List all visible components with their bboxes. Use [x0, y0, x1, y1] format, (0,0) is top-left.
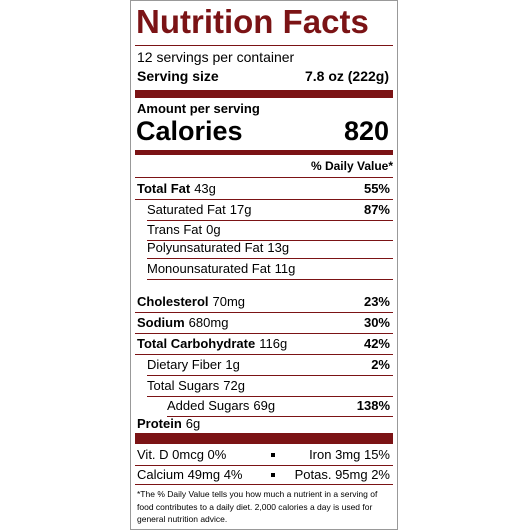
- nutrient-amount: 116g: [259, 336, 288, 351]
- daily-value-header: % Daily Value*: [310, 159, 393, 173]
- nutrient-name: Added Sugars: [167, 398, 250, 413]
- nutrient-row: Polyunsaturated Fat 13g: [135, 238, 393, 258]
- rule: [147, 396, 393, 397]
- calories-value: 820: [343, 116, 389, 146]
- nutrient-dv: 23%: [363, 294, 390, 309]
- nutrient-row: Total Carbohydrate 116g 42%: [135, 334, 393, 354]
- nutrient-amount: 72g: [223, 378, 245, 393]
- nutrition-label: Nutrition Facts 12 servings per containe…: [130, 0, 398, 530]
- rule: [147, 279, 393, 280]
- bullet: [271, 473, 275, 477]
- nutrient-row: Protein 6g: [135, 414, 393, 434]
- rule: [135, 465, 393, 466]
- nutrient-dv: 55%: [363, 181, 390, 196]
- title: Nutrition Facts: [136, 3, 369, 40]
- nutrient-dv: 42%: [363, 336, 390, 351]
- nutrient-row: Cholesterol 70mg 23%: [135, 292, 393, 312]
- serving-size-label: Serving size: [137, 68, 219, 84]
- nutrient-name: Monounsaturated Fat: [147, 261, 271, 276]
- rule: [135, 177, 393, 178]
- rule: [135, 45, 393, 46]
- nutrient-name: Sodium: [137, 315, 185, 330]
- nutrient-dv: 87%: [363, 202, 390, 217]
- nutrient-name: Total Fat: [137, 181, 191, 196]
- nutrient-dv: 30%: [363, 315, 390, 330]
- vitamin-right: Potas. 95mg 2%: [294, 467, 390, 482]
- thick-bar: [135, 90, 393, 98]
- nutrient-dv: 138%: [356, 398, 390, 413]
- nutrient-row: Total Fat 43g 55%: [135, 179, 393, 199]
- nutrient-amount: 17g: [229, 202, 252, 217]
- nutrient-name: Total Carbohydrate: [137, 336, 256, 351]
- vitamin-row: Vit. D 0mcg 0% Iron 3mg 15%: [135, 445, 393, 465]
- thick-bar: [135, 433, 393, 444]
- nutrient-name: Saturated Fat: [147, 202, 226, 217]
- nutrient-row: Sodium 680mg 30%: [135, 313, 393, 333]
- nutrient-row: Dietary Fiber 1g 2%: [135, 355, 393, 375]
- footnote: *The % Daily Value tells you how much a …: [137, 489, 378, 524]
- nutrient-row: Added Sugars 69g 138%: [135, 396, 393, 416]
- nutrient-amount: 69g: [253, 398, 276, 413]
- nutrient-row: Saturated Fat 17g 87%: [135, 200, 393, 220]
- serving-size-value: 7.8 oz (222g): [304, 68, 389, 84]
- nutrient-amount: 1g: [225, 357, 240, 372]
- nutrient-amount: 70mg: [212, 294, 246, 309]
- nutrient-amount: 43g: [194, 181, 216, 196]
- vitamin-left: Calcium 49mg 4%: [137, 467, 243, 482]
- nutrient-row: Monounsaturated Fat 11g: [135, 259, 393, 279]
- rule: [135, 199, 393, 200]
- rule: [147, 375, 393, 376]
- nutrient-name: Polyunsaturated Fat: [147, 240, 264, 255]
- nutrient-name: Trans Fat: [147, 222, 203, 237]
- rule: [167, 416, 393, 417]
- rule: [135, 312, 393, 313]
- medium-bar: [135, 150, 393, 155]
- nutrient-amount: 0g: [206, 222, 221, 237]
- rule: [135, 333, 393, 334]
- vitamin-row: Calcium 49mg 4% Potas. 95mg 2%: [135, 465, 393, 485]
- rule: [147, 240, 393, 241]
- rule: [135, 484, 393, 485]
- nutrient-name: Total Sugars: [147, 378, 220, 393]
- bullet: [271, 453, 275, 457]
- calories-label: Calories: [136, 116, 243, 146]
- amount-per-serving: Amount per serving: [137, 101, 260, 116]
- nutrient-amount: 6g: [185, 416, 201, 431]
- nutrient-name: Cholesterol: [137, 294, 209, 309]
- vitamin-right: Iron 3mg 15%: [309, 447, 390, 462]
- nutrient-row: Trans Fat 0g: [135, 220, 393, 240]
- nutrient-name: Dietary Fiber: [147, 357, 222, 372]
- nutrient-amount: 13g: [267, 240, 290, 255]
- nutrient-dv: 2%: [371, 357, 390, 372]
- rule: [135, 354, 393, 355]
- rule: [147, 258, 393, 259]
- nutrient-name: Protein: [137, 416, 182, 431]
- nutrient-row: Total Sugars 72g: [135, 376, 393, 396]
- nutrient-amount: 680mg: [188, 315, 229, 330]
- nutrient-amount: 11g: [274, 261, 296, 276]
- servings: 12 servings per container: [137, 49, 295, 65]
- rule: [147, 220, 393, 221]
- vitamin-left: Vit. D 0mcg 0%: [137, 447, 227, 462]
